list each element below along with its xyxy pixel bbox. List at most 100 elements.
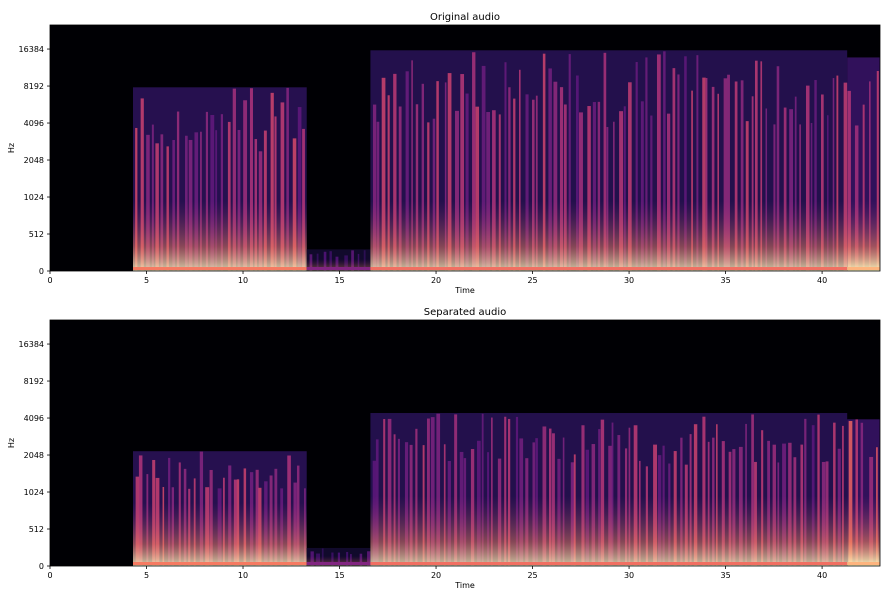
onset-stripe bbox=[833, 422, 836, 566]
onset-stripe bbox=[491, 417, 493, 566]
onset-stripe bbox=[454, 414, 458, 566]
onset-stripe bbox=[711, 86, 715, 271]
onset-stripe bbox=[628, 82, 632, 271]
onset-stripe bbox=[734, 81, 738, 271]
onset-stripe bbox=[436, 413, 441, 566]
low-frequency-band bbox=[370, 201, 848, 271]
y-tick-label: 1024 bbox=[24, 488, 44, 497]
y-tick-label: 4096 bbox=[24, 414, 44, 423]
fundamental-band bbox=[133, 562, 307, 565]
onset-stripe bbox=[760, 61, 763, 271]
onset-stripe bbox=[645, 57, 648, 271]
onset-stripe bbox=[619, 111, 624, 271]
onset-stripe bbox=[848, 421, 853, 566]
onset-stripe bbox=[270, 92, 274, 271]
onset-stripe bbox=[444, 82, 447, 271]
onset-stripe bbox=[243, 100, 248, 271]
onset-stripe bbox=[486, 112, 491, 271]
onset-stripe bbox=[789, 109, 794, 271]
low-frequency-band bbox=[847, 201, 880, 271]
onset-stripe bbox=[481, 65, 486, 271]
onset-stripe bbox=[504, 62, 507, 271]
onset-stripe bbox=[454, 110, 459, 271]
onset-stripe bbox=[176, 111, 180, 271]
onset-stripe bbox=[705, 78, 708, 271]
onset-stripe bbox=[794, 96, 797, 271]
x-tick-label: 30 bbox=[624, 571, 634, 580]
onset-stripe bbox=[640, 101, 644, 271]
onset-stripe bbox=[869, 81, 871, 271]
onset-stripe bbox=[411, 60, 413, 271]
x-tick-label: 25 bbox=[527, 276, 537, 285]
x-tick-label: 0 bbox=[47, 276, 52, 285]
onset-stripe bbox=[227, 121, 231, 271]
fundamental-band bbox=[847, 267, 880, 270]
y-tick-label: 16384 bbox=[19, 340, 44, 349]
low-frequency-band bbox=[133, 502, 307, 566]
onset-stripe bbox=[611, 422, 614, 566]
onset-stripe bbox=[249, 88, 253, 271]
onset-stripe bbox=[553, 81, 558, 271]
onset-stripe bbox=[805, 85, 810, 271]
y-tick-label: 0 bbox=[39, 562, 44, 571]
x-tick-label: 10 bbox=[238, 276, 248, 285]
onset-stripe bbox=[854, 125, 859, 271]
onset-stripe bbox=[432, 118, 436, 271]
onset-stripe bbox=[426, 418, 430, 566]
onset-stripe bbox=[876, 70, 879, 271]
onset-stripe bbox=[237, 129, 241, 271]
onset-stripe bbox=[783, 107, 787, 271]
spectrogram-panel: Original audio 0 5 10 15 20 25 30 35 40 Time 0 512 10… bbox=[7, 12, 881, 295]
x-tick-label: 0 bbox=[47, 571, 52, 580]
onset-stripe bbox=[597, 101, 601, 271]
onset-stripe bbox=[656, 54, 661, 271]
x-tick-label: 35 bbox=[720, 276, 730, 285]
y-tick-label: 4096 bbox=[24, 119, 44, 128]
fundamental-band bbox=[370, 562, 848, 565]
onset-stripe bbox=[376, 121, 380, 271]
onset-stripe bbox=[492, 110, 496, 271]
onset-stripe bbox=[650, 115, 653, 271]
onset-stripe bbox=[817, 414, 820, 566]
fundamental-band bbox=[133, 267, 307, 270]
onset-stripe bbox=[498, 114, 501, 271]
y-tick-label: 8192 bbox=[24, 377, 44, 386]
onset-stripe bbox=[430, 417, 435, 566]
onset-stripe bbox=[810, 122, 813, 271]
fundamental-band bbox=[306, 562, 371, 565]
fundamental-band bbox=[370, 267, 848, 270]
onset-stripe bbox=[581, 425, 585, 566]
y-tick-label: 1024 bbox=[24, 193, 44, 202]
y-tick-label: 16384 bbox=[19, 45, 44, 54]
onset-stripe bbox=[280, 102, 285, 271]
onset-stripe bbox=[535, 95, 538, 271]
onset-stripe bbox=[532, 99, 535, 271]
onset-stripe bbox=[587, 106, 591, 271]
x-tick-label: 15 bbox=[334, 571, 344, 580]
x-axis-label: Time bbox=[454, 286, 475, 295]
onset-stripe bbox=[525, 94, 529, 271]
onset-stripe bbox=[421, 83, 425, 271]
y-tick-label: 512 bbox=[29, 525, 44, 534]
onset-stripe bbox=[513, 98, 516, 271]
onset-stripe bbox=[702, 77, 706, 271]
onset-stripe bbox=[773, 124, 776, 271]
chart-title: Separated audio bbox=[424, 307, 507, 318]
onset-stripe bbox=[799, 124, 801, 271]
onset-stripe bbox=[684, 56, 687, 271]
plot-frame bbox=[49, 319, 881, 567]
onset-stripe bbox=[821, 94, 824, 271]
onset-stripe bbox=[745, 121, 749, 271]
x-tick-label: 20 bbox=[431, 571, 441, 580]
low-frequency-band bbox=[370, 496, 848, 566]
onset-stripe bbox=[811, 425, 815, 566]
y-tick-label: 2048 bbox=[24, 451, 44, 460]
onset-stripe bbox=[613, 121, 615, 271]
onset-stripe bbox=[297, 107, 302, 271]
onset-stripe bbox=[677, 74, 680, 271]
onset-stripe bbox=[472, 52, 476, 271]
onset-stripe bbox=[515, 416, 519, 566]
onset-stripe bbox=[776, 66, 780, 271]
fundamental-band bbox=[306, 267, 371, 270]
